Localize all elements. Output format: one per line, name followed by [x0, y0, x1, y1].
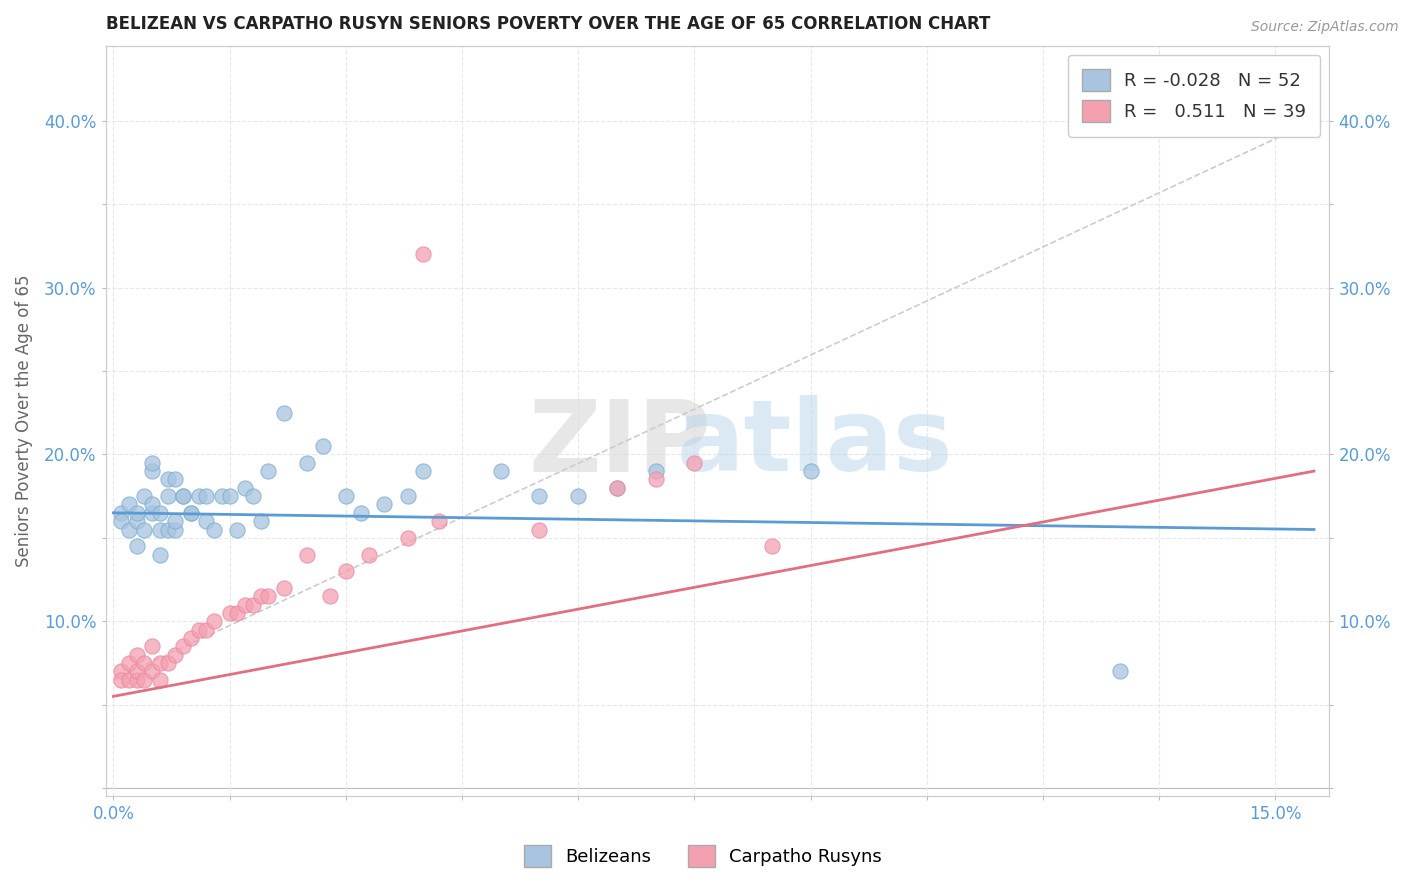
Point [180, 631, 202, 645]
Point [257, 589, 280, 603]
Point [141, 498, 163, 512]
Point [125, 514, 148, 528]
Point [195, 514, 218, 528]
Point [233, 598, 256, 612]
Point [373, 498, 395, 512]
Point [149, 656, 172, 670]
Point [149, 506, 172, 520]
Point [644, 464, 666, 478]
Point [172, 489, 194, 503]
Point [202, 614, 225, 628]
Point [141, 464, 163, 478]
Point [683, 456, 706, 470]
Point [141, 506, 163, 520]
Point [257, 464, 280, 478]
Point [335, 564, 357, 578]
Point [134, 673, 156, 687]
Point [295, 456, 318, 470]
Point [141, 665, 163, 679]
Point [110, 673, 132, 687]
Point [141, 640, 163, 654]
Point [118, 656, 141, 670]
Point [156, 656, 179, 670]
Point [357, 548, 380, 562]
Point [567, 489, 589, 503]
Point [249, 514, 271, 528]
Point [226, 606, 249, 620]
Point [180, 506, 202, 520]
Point [233, 481, 256, 495]
Point [165, 648, 187, 662]
Point [396, 489, 419, 503]
Point [273, 581, 295, 595]
Point [242, 489, 264, 503]
Point [249, 589, 271, 603]
Point [295, 548, 318, 562]
Point [427, 514, 450, 528]
Point [134, 523, 156, 537]
Point [412, 464, 434, 478]
Point [172, 640, 194, 654]
Point [118, 673, 141, 687]
Point [125, 648, 148, 662]
Text: BELIZEAN VS CARPATHO RUSYN SENIORS POVERTY OVER THE AGE OF 65 CORRELATION CHART: BELIZEAN VS CARPATHO RUSYN SENIORS POVER… [105, 15, 990, 33]
Point [799, 464, 821, 478]
Point [242, 598, 264, 612]
Point [489, 464, 512, 478]
Point [118, 523, 141, 537]
Point [335, 489, 357, 503]
Point [761, 539, 783, 553]
Point [319, 589, 342, 603]
Point [134, 489, 156, 503]
Point [606, 481, 628, 495]
Point [165, 514, 187, 528]
Point [134, 656, 156, 670]
Legend: R = -0.028   N = 52, R =   0.511   N = 39: R = -0.028 N = 52, R = 0.511 N = 39 [1069, 54, 1320, 136]
Point [606, 481, 628, 495]
Point [149, 548, 172, 562]
Point [149, 673, 172, 687]
Point [110, 514, 132, 528]
Legend: Belizeans, Carpatho Rusyns: Belizeans, Carpatho Rusyns [517, 838, 889, 874]
Point [165, 523, 187, 537]
Point [187, 623, 209, 637]
Point [202, 523, 225, 537]
Point [125, 665, 148, 679]
Point [311, 439, 333, 453]
Point [218, 489, 240, 503]
Point [1109, 665, 1132, 679]
Text: Source: ZipAtlas.com: Source: ZipAtlas.com [1251, 20, 1399, 34]
Text: atlas: atlas [678, 395, 953, 492]
Point [110, 665, 132, 679]
Point [211, 489, 233, 503]
Point [396, 531, 419, 545]
Point [529, 523, 551, 537]
Point [156, 473, 179, 487]
Point [110, 506, 132, 520]
Text: ZIP: ZIP [529, 395, 711, 492]
Point [149, 523, 172, 537]
Point [172, 489, 194, 503]
Point [118, 498, 141, 512]
Point [412, 247, 434, 261]
Point [350, 506, 373, 520]
Point [195, 623, 218, 637]
Point [141, 456, 163, 470]
Point [125, 673, 148, 687]
Point [156, 523, 179, 537]
Point [180, 506, 202, 520]
Point [644, 473, 666, 487]
Point [187, 489, 209, 503]
Point [226, 523, 249, 537]
Point [125, 539, 148, 553]
Y-axis label: Seniors Poverty Over the Age of 65: Seniors Poverty Over the Age of 65 [15, 275, 32, 567]
Point [273, 406, 295, 420]
Point [125, 506, 148, 520]
Point [195, 489, 218, 503]
Point [156, 489, 179, 503]
Point [218, 606, 240, 620]
Point [165, 473, 187, 487]
Point [529, 489, 551, 503]
